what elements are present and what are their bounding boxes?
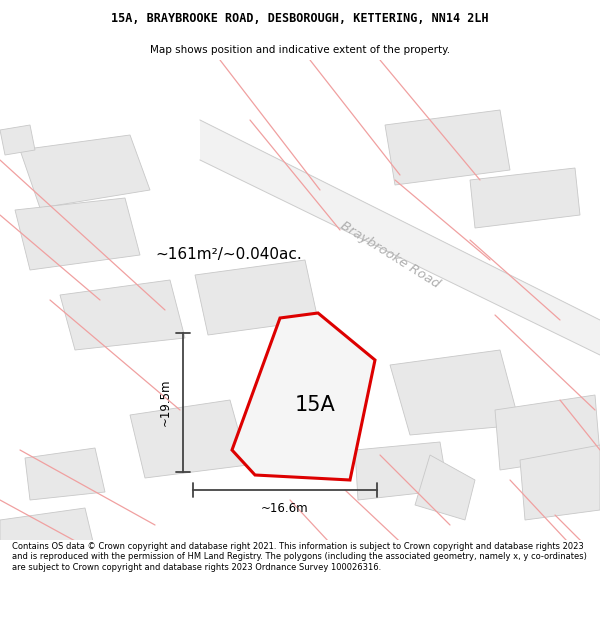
Polygon shape — [232, 313, 375, 480]
Polygon shape — [130, 400, 248, 478]
Text: Braybrooke Road: Braybrooke Road — [338, 219, 442, 291]
Polygon shape — [385, 110, 510, 185]
Polygon shape — [15, 198, 140, 270]
Text: ~19.5m: ~19.5m — [158, 379, 172, 426]
Polygon shape — [0, 508, 95, 560]
Polygon shape — [0, 125, 35, 155]
Polygon shape — [495, 395, 600, 470]
Text: 15A, BRAYBROOKE ROAD, DESBOROUGH, KETTERING, NN14 2LH: 15A, BRAYBROOKE ROAD, DESBOROUGH, KETTER… — [111, 12, 489, 25]
Text: ~16.6m: ~16.6m — [261, 501, 309, 514]
Polygon shape — [25, 448, 105, 500]
Polygon shape — [470, 168, 580, 228]
Polygon shape — [415, 455, 475, 520]
Text: ~161m²/~0.040ac.: ~161m²/~0.040ac. — [155, 248, 302, 262]
Polygon shape — [520, 445, 600, 520]
Text: Map shows position and indicative extent of the property.: Map shows position and indicative extent… — [150, 45, 450, 55]
Polygon shape — [355, 442, 448, 500]
Text: Contains OS data © Crown copyright and database right 2021. This information is : Contains OS data © Crown copyright and d… — [12, 542, 587, 571]
Polygon shape — [200, 120, 600, 355]
Text: 15A: 15A — [295, 395, 335, 415]
Polygon shape — [390, 350, 520, 435]
Polygon shape — [195, 260, 318, 335]
Polygon shape — [20, 135, 150, 208]
Polygon shape — [60, 280, 185, 350]
